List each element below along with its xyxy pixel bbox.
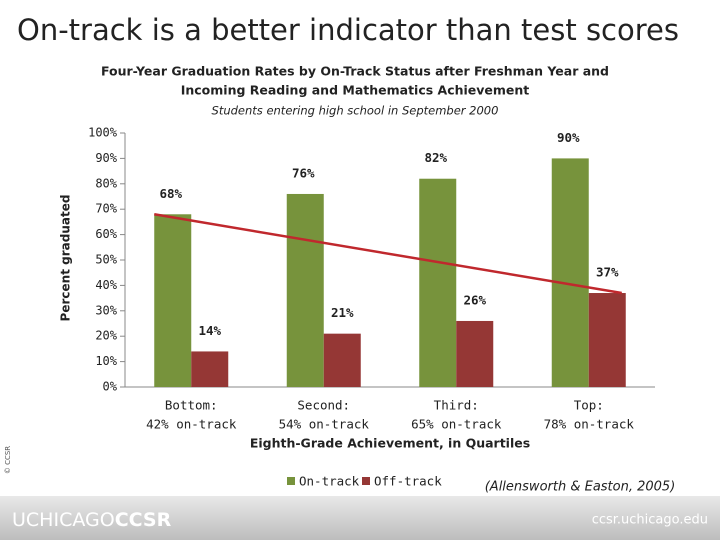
x-tick-label: 78% on-track [544, 417, 635, 432]
footer-logo: UCHICAGOCCSR [12, 509, 172, 531]
copyright: © CCSR [4, 446, 12, 474]
y-tick-label: 40% [95, 278, 117, 292]
data-label: 68% [159, 186, 182, 201]
footer-url: ccsr.uchicago.edu [592, 513, 708, 528]
data-label: 76% [292, 165, 315, 180]
y-tick-label: 10% [95, 354, 117, 368]
legend-label: Off-track [374, 474, 442, 489]
logo-part: CCSR [115, 509, 172, 531]
legend-swatch [362, 477, 370, 485]
bar [588, 293, 626, 387]
bar [551, 158, 589, 387]
x-tick-label: 65% on-track [411, 417, 502, 432]
legend-swatch [287, 477, 295, 485]
note: Students entering high school in Septemb… [212, 104, 499, 118]
x-tick-label: Second: [297, 398, 350, 413]
data-label: 90% [557, 130, 580, 145]
x-axis-label: Eighth-Grade Achievement, in Quartiles [250, 436, 530, 451]
y-tick-label: 60% [95, 227, 117, 241]
data-label: 14% [198, 323, 221, 338]
logo-part: UCHICAGO [12, 509, 115, 531]
bar [419, 178, 457, 387]
bar [286, 193, 324, 387]
trend-line [154, 213, 622, 295]
legend-label: On-track [299, 474, 360, 489]
bar [456, 320, 494, 387]
data-label: 21% [331, 305, 354, 320]
x-tick-label: Top: [574, 398, 604, 413]
data-label: 26% [463, 292, 486, 307]
bar [323, 333, 361, 387]
x-tick-label: 42% on-track [146, 417, 237, 432]
bar [191, 351, 229, 387]
y-tick-label: 80% [95, 176, 117, 190]
x-tick-label: Third: [434, 398, 479, 413]
y-tick-label: 70% [95, 202, 117, 216]
y-tick-label: 50% [95, 253, 117, 267]
footer-band [0, 496, 720, 540]
slide-title: On-track is a better indicator than test… [17, 13, 679, 47]
y-tick-label: 30% [95, 303, 117, 317]
y-axis-label: Percent graduated [59, 195, 73, 322]
x-tick-label: 54% on-track [279, 417, 370, 432]
subtitle: Incoming Reading and Mathematics Achieve… [181, 83, 530, 98]
y-tick-label: 90% [95, 151, 117, 165]
bar [154, 214, 192, 387]
y-tick-label: 20% [95, 329, 117, 343]
x-tick-label: Bottom: [165, 398, 218, 413]
data-label: 37% [596, 265, 619, 280]
y-tick-label: 0% [103, 380, 118, 394]
data-label: 82% [424, 150, 447, 165]
citation: (Allensworth & Easton, 2005) [485, 480, 676, 495]
y-tick-label: 100% [88, 126, 118, 140]
subtitle: Four-Year Graduation Rates by On-Track S… [101, 64, 609, 79]
